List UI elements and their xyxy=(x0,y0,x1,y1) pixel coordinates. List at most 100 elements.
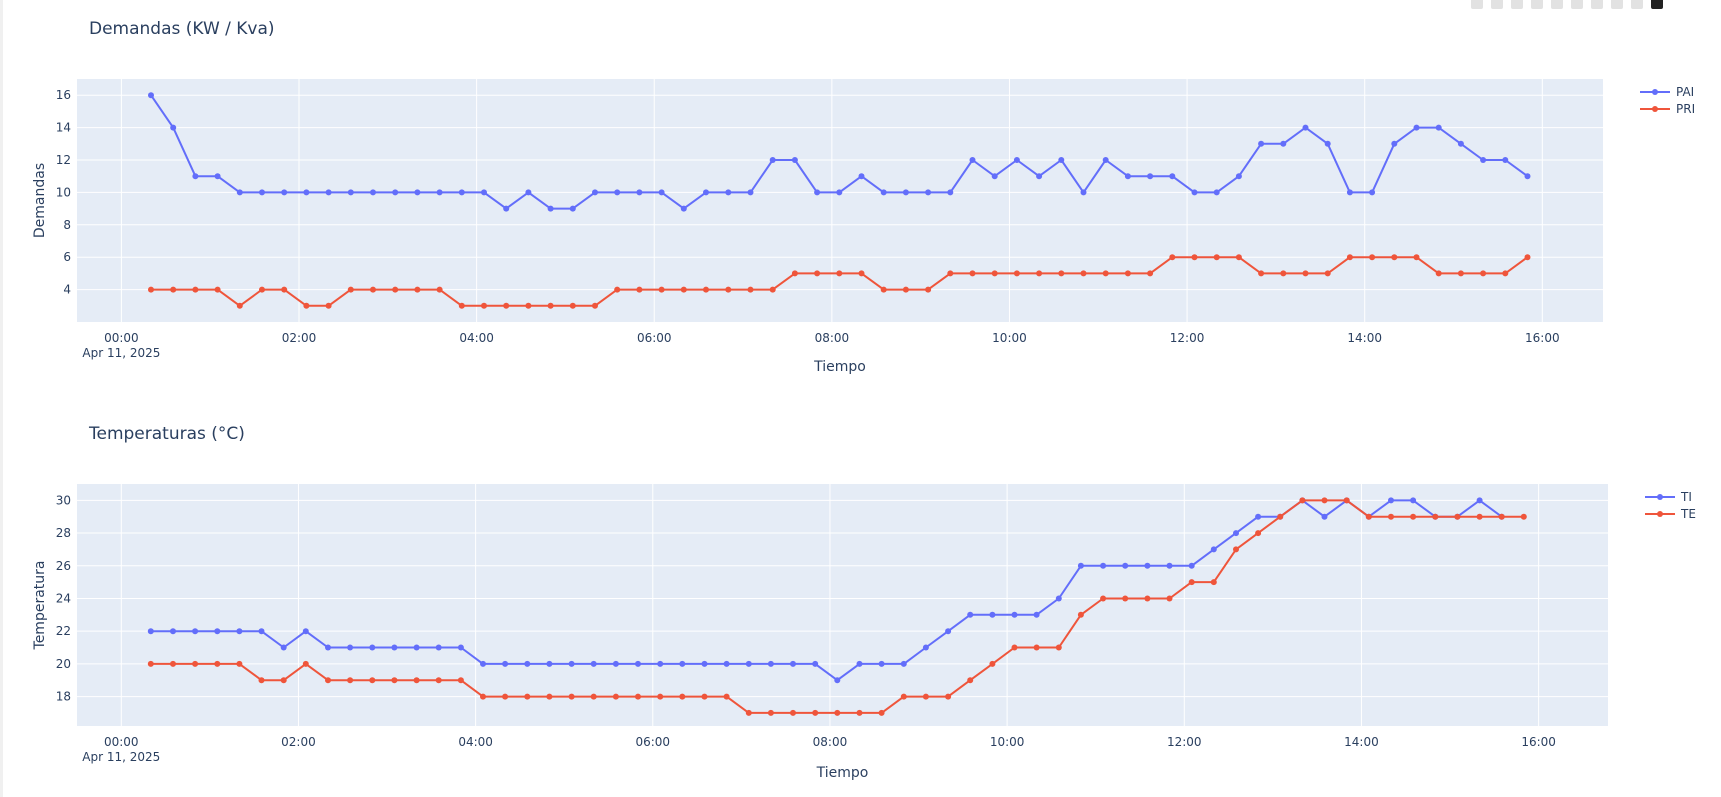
plot-area xyxy=(77,484,1608,726)
data-point xyxy=(679,660,686,667)
data-point xyxy=(347,644,354,651)
data-point xyxy=(1391,140,1398,147)
camera-icon[interactable] xyxy=(1471,0,1483,9)
data-point xyxy=(1102,157,1109,163)
data-point xyxy=(1476,513,1483,520)
data-point xyxy=(858,173,865,180)
data-point xyxy=(347,189,354,196)
x-tick-label: 16:00 xyxy=(1525,331,1560,345)
autoscale-icon[interactable] xyxy=(1611,0,1623,9)
data-point xyxy=(947,189,954,196)
data-point xyxy=(989,611,996,618)
data-point xyxy=(502,660,509,667)
data-point xyxy=(503,302,510,309)
data-point xyxy=(1255,530,1262,537)
data-point xyxy=(1080,189,1087,196)
data-point xyxy=(834,677,841,684)
x-tick-label: 08:00 xyxy=(813,735,848,749)
data-point xyxy=(1122,562,1129,569)
data-point xyxy=(858,270,865,277)
data-point xyxy=(1524,254,1531,261)
data-point xyxy=(1102,270,1109,277)
reset-axes-icon[interactable] xyxy=(1631,0,1643,9)
box-select-icon[interactable] xyxy=(1531,0,1543,9)
data-point xyxy=(902,189,909,196)
data-point xyxy=(1058,157,1065,163)
data-point xyxy=(1391,254,1398,261)
data-point xyxy=(1235,173,1242,180)
data-point xyxy=(436,189,443,196)
x-tick-label: 10:00 xyxy=(992,331,1027,345)
data-point xyxy=(1480,157,1487,163)
data-point xyxy=(236,628,243,635)
y-tick-label: 22 xyxy=(56,624,71,638)
data-point xyxy=(658,189,665,196)
data-point xyxy=(192,660,199,667)
y-tick-label: 4 xyxy=(63,283,71,297)
data-point xyxy=(458,302,465,309)
data-point xyxy=(457,677,464,684)
data-point xyxy=(725,286,732,293)
data-point xyxy=(791,270,798,277)
data-point xyxy=(170,124,177,131)
data-point xyxy=(325,189,332,196)
x-tick-label: 16:00 xyxy=(1521,735,1556,749)
data-point xyxy=(725,189,732,196)
data-point xyxy=(214,660,221,667)
data-point xyxy=(502,693,509,700)
plotly-logo-icon xyxy=(1651,0,1663,9)
y-tick-label: 12 xyxy=(56,153,71,167)
zoom-out-icon[interactable] xyxy=(1591,0,1603,9)
data-point xyxy=(369,644,376,651)
data-point xyxy=(1166,595,1173,602)
data-point xyxy=(812,660,819,667)
zoom-icon[interactable] xyxy=(1491,0,1503,9)
data-point xyxy=(1122,595,1129,602)
data-point xyxy=(1166,562,1173,569)
data-point xyxy=(1413,254,1420,261)
data-point xyxy=(258,628,265,635)
y-axis-label: Demandas xyxy=(32,163,48,238)
data-point xyxy=(281,286,288,293)
data-point xyxy=(1280,140,1287,147)
data-point xyxy=(614,189,621,196)
data-point xyxy=(1480,270,1487,277)
legend-label: TE xyxy=(1680,507,1696,521)
data-point xyxy=(1524,173,1531,180)
data-point xyxy=(922,644,929,651)
zoom-in-icon[interactable] xyxy=(1571,0,1583,9)
y-tick-label: 20 xyxy=(56,657,71,671)
data-point xyxy=(856,709,863,716)
data-point xyxy=(1457,140,1464,147)
data-point xyxy=(1055,595,1062,602)
data-point xyxy=(657,660,664,667)
lasso-icon[interactable] xyxy=(1551,0,1563,9)
y-tick-label: 14 xyxy=(56,121,71,135)
data-point xyxy=(325,302,332,309)
y-tick-label: 16 xyxy=(56,88,71,102)
data-point xyxy=(1100,562,1107,569)
data-point xyxy=(392,286,399,293)
x-axis-label: Tiempo xyxy=(813,359,866,375)
chart-2: Temperaturas (°C) 18 20 22 24 26 28 30 00:00Apr … xyxy=(32,424,1696,781)
y-tick-label: 30 xyxy=(56,493,71,507)
x-tick-sublabel: Apr 11, 2025 xyxy=(82,750,160,764)
data-point xyxy=(370,286,376,293)
data-point xyxy=(480,693,486,700)
data-point xyxy=(481,189,487,196)
data-point xyxy=(370,189,376,196)
x-tick-label: 02:00 xyxy=(282,331,317,345)
data-point xyxy=(856,660,863,667)
data-point xyxy=(701,660,708,667)
plot-modebar[interactable] xyxy=(1463,0,1713,9)
data-point xyxy=(392,189,399,196)
data-point xyxy=(657,693,664,700)
data-point xyxy=(546,693,553,700)
data-point xyxy=(236,302,243,309)
data-point xyxy=(214,628,221,635)
data-point xyxy=(1233,546,1239,553)
pan-icon[interactable] xyxy=(1511,0,1523,9)
data-point xyxy=(303,302,310,309)
data-point xyxy=(747,286,754,293)
